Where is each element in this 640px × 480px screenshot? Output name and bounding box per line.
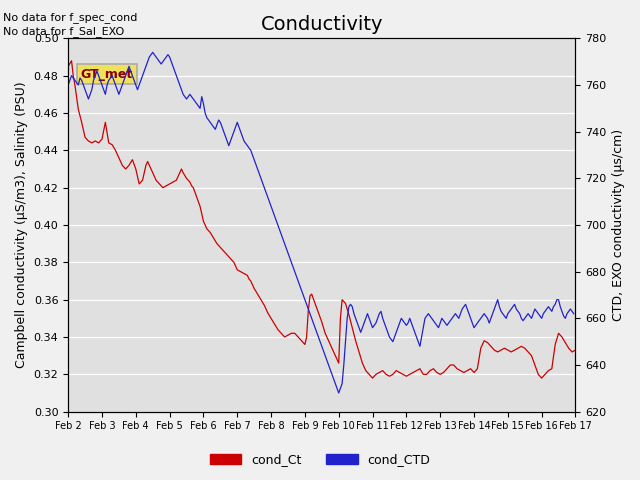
cond_Ct bbox=[234, 267, 241, 273]
Y-axis label: Campbell conductivity (µS/m3), Salinity (PSU): Campbell conductivity (µS/m3), Salinity … bbox=[15, 82, 28, 368]
cond_CTD bbox=[369, 325, 376, 331]
Text: No data for f_spec_cond: No data for f_spec_cond bbox=[3, 12, 138, 23]
Legend: cond_Ct, cond_CTD: cond_Ct, cond_CTD bbox=[205, 448, 435, 471]
cond_CTD bbox=[377, 309, 385, 314]
cond_Ct bbox=[487, 344, 495, 349]
cond_Ct bbox=[68, 58, 76, 64]
cond_Ct bbox=[369, 375, 376, 381]
cond_CTD bbox=[64, 82, 72, 88]
cond_Ct bbox=[572, 347, 579, 353]
Line: cond_CTD: cond_CTD bbox=[68, 52, 574, 393]
cond_CTD bbox=[66, 77, 74, 83]
cond_Ct bbox=[203, 226, 211, 232]
Text: GT_met: GT_met bbox=[81, 68, 133, 81]
Title: Conductivity: Conductivity bbox=[260, 15, 383, 34]
cond_CTD bbox=[494, 297, 502, 302]
cond_CTD bbox=[570, 311, 578, 316]
cond_CTD bbox=[367, 320, 374, 326]
Y-axis label: CTD, EXO conductivity (µs/cm): CTD, EXO conductivity (µs/cm) bbox=[612, 129, 625, 321]
Text: No data for f_Sal_EXO: No data for f_Sal_EXO bbox=[3, 26, 124, 37]
cond_Ct bbox=[248, 282, 256, 288]
Line: cond_Ct: cond_Ct bbox=[68, 61, 575, 378]
cond_CTD bbox=[526, 313, 534, 319]
cond_Ct bbox=[64, 63, 72, 69]
cond_CTD bbox=[335, 390, 342, 396]
cond_CTD bbox=[149, 49, 157, 55]
cond_Ct bbox=[514, 345, 522, 351]
cond_Ct bbox=[551, 342, 559, 348]
